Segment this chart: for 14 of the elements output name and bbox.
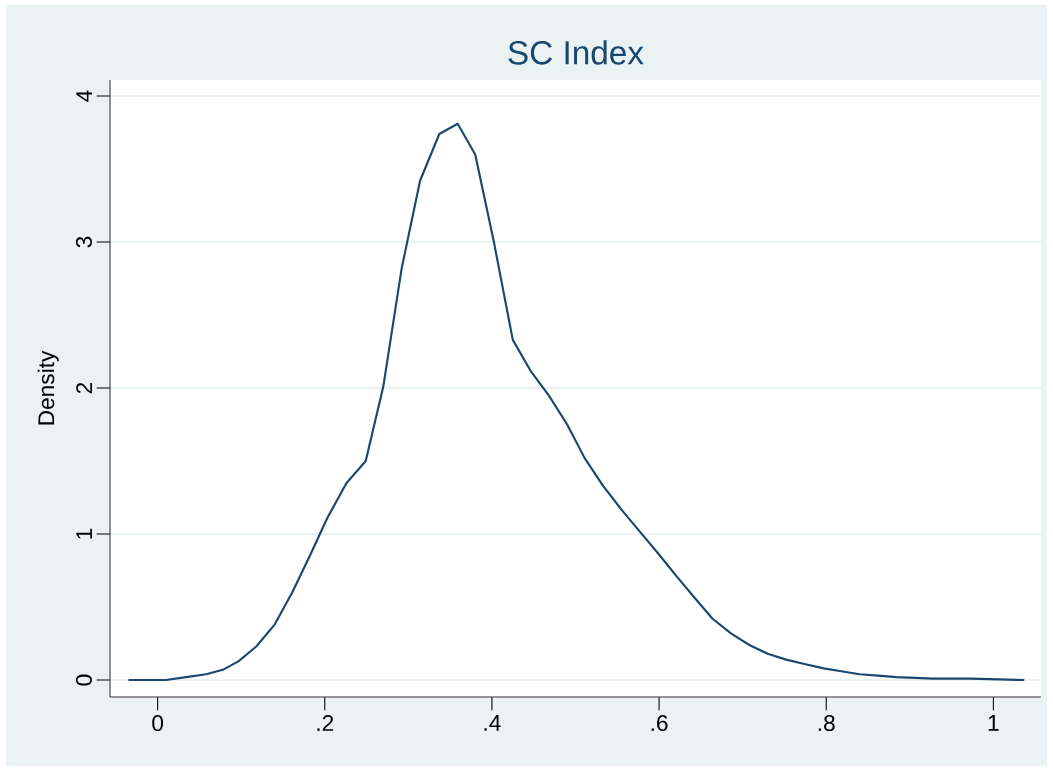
y-tick-label: 1 <box>76 528 92 539</box>
x-tick-label: 1 <box>988 715 999 731</box>
chart-title: SC Index <box>508 40 644 65</box>
line-series <box>127 122 1026 682</box>
x-tick-label: .4 <box>484 715 501 731</box>
y-tick-label: 2 <box>76 382 92 394</box>
y-axis-title: Density <box>37 350 59 425</box>
y-tick-label: 3 <box>75 236 92 248</box>
x-tick-label: .2 <box>317 715 334 731</box>
y-tick-label: 0 <box>75 674 92 686</box>
x-tick-label: 0 <box>152 715 164 732</box>
x-tick-label: .6 <box>651 715 668 732</box>
y-tick-label: 4 <box>76 90 92 102</box>
x-tick-label: .8 <box>818 715 835 732</box>
